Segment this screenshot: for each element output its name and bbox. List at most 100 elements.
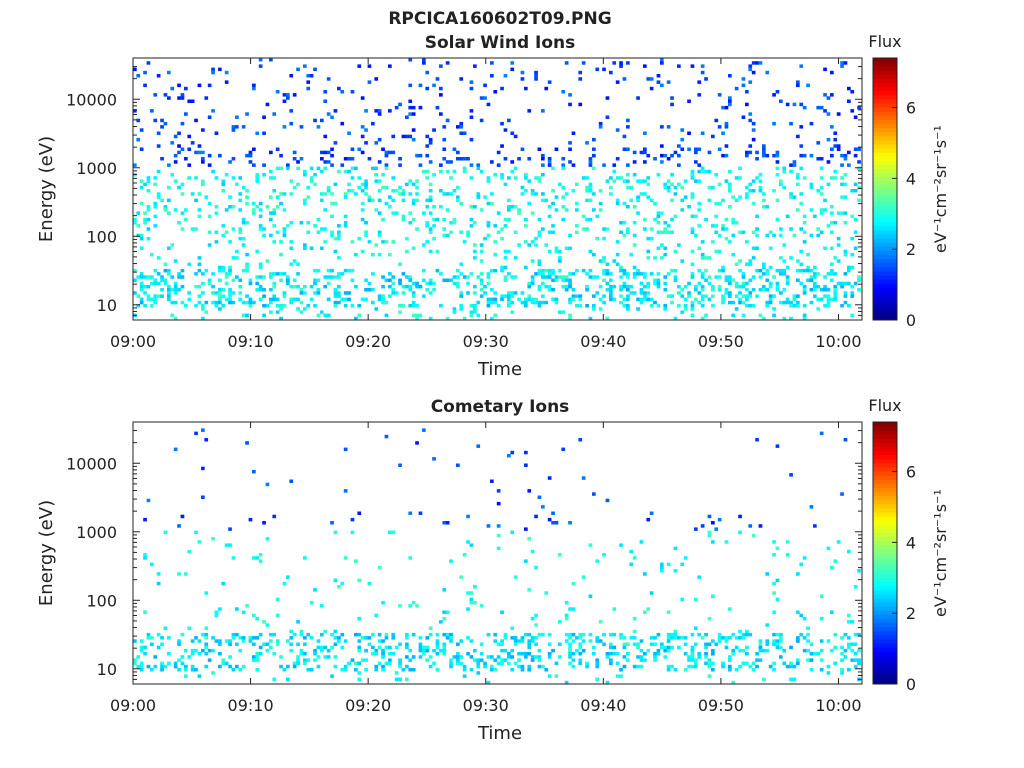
flux-cell bbox=[833, 169, 838, 174]
flux-cell bbox=[374, 664, 379, 669]
flux-cell bbox=[418, 153, 423, 158]
flux-cell bbox=[201, 157, 205, 161]
flux-cell bbox=[782, 648, 787, 653]
flux-cell bbox=[194, 272, 198, 276]
flux-cell bbox=[782, 185, 787, 190]
colorbar-step bbox=[873, 168, 897, 174]
flux-cell bbox=[612, 179, 617, 183]
flux-cell bbox=[530, 636, 535, 640]
flux-cell bbox=[741, 294, 746, 298]
flux-cell bbox=[615, 674, 620, 678]
flux-cell bbox=[173, 160, 178, 164]
flux-cell bbox=[323, 240, 328, 244]
flux-cell bbox=[156, 74, 161, 78]
flux-cell bbox=[197, 262, 202, 266]
flux-cell bbox=[663, 655, 668, 659]
flux-cell bbox=[537, 233, 542, 238]
flux-cell bbox=[741, 300, 746, 305]
flux-cell bbox=[530, 240, 535, 244]
flux-cell bbox=[626, 642, 630, 646]
flux-cell bbox=[476, 300, 481, 305]
flux-cell bbox=[595, 664, 600, 669]
flux-cell bbox=[731, 195, 736, 199]
flux-cell bbox=[816, 284, 821, 289]
flux-cell bbox=[343, 157, 348, 161]
flux-cell bbox=[432, 236, 436, 241]
flux-cell bbox=[201, 281, 205, 286]
colorbar-step bbox=[873, 303, 897, 309]
flux-cell bbox=[136, 655, 141, 659]
flux-cell bbox=[734, 645, 739, 650]
flux-cell bbox=[619, 176, 623, 180]
flux-cell bbox=[585, 185, 589, 190]
flux-cell bbox=[231, 300, 236, 305]
flux-cell bbox=[235, 256, 239, 260]
flux-cell bbox=[507, 297, 511, 302]
flux-cell bbox=[490, 192, 494, 196]
flux-cell bbox=[663, 230, 668, 234]
flux-cell bbox=[422, 58, 426, 62]
flux-cell bbox=[201, 272, 205, 276]
flux-cell bbox=[734, 307, 739, 311]
flux-cell bbox=[303, 636, 307, 640]
flux-cell bbox=[639, 281, 644, 286]
flux-cell bbox=[452, 217, 457, 222]
flux-cell bbox=[391, 291, 396, 295]
flux-cell bbox=[789, 163, 793, 167]
flux-cell bbox=[197, 540, 202, 544]
flux-cell bbox=[425, 281, 430, 286]
flux-cell bbox=[207, 214, 212, 219]
flux-cell bbox=[513, 661, 518, 666]
flux-cell bbox=[568, 661, 572, 666]
flux-cell bbox=[462, 166, 467, 171]
flux-cell bbox=[551, 521, 555, 525]
flux-cell bbox=[439, 169, 443, 174]
flux-cell bbox=[745, 281, 749, 286]
flux-cell bbox=[602, 553, 606, 557]
flux-cell bbox=[598, 620, 603, 624]
flux-cell bbox=[316, 664, 321, 669]
flux-cell bbox=[493, 300, 498, 305]
flux-cell bbox=[374, 179, 379, 183]
flux-cell bbox=[296, 160, 300, 164]
flux-cell bbox=[320, 118, 324, 123]
flux-cell bbox=[581, 227, 586, 231]
flux-cell bbox=[734, 86, 739, 91]
flux-cell bbox=[252, 642, 256, 646]
flux-cell bbox=[792, 102, 797, 107]
flux-cell bbox=[847, 99, 851, 103]
flux-cell bbox=[717, 517, 722, 522]
flux-cell bbox=[626, 658, 630, 662]
flux-cell bbox=[445, 192, 450, 196]
flux-cell bbox=[595, 677, 600, 682]
flux-cell bbox=[700, 166, 705, 171]
flux-cell bbox=[843, 173, 848, 177]
flux-cell bbox=[700, 524, 705, 528]
flux-cell bbox=[507, 300, 511, 305]
flux-cell bbox=[486, 655, 491, 659]
flux-cell bbox=[282, 227, 287, 231]
flux-cell bbox=[626, 304, 630, 308]
flux-cell bbox=[615, 652, 620, 656]
colorbar-step bbox=[873, 82, 897, 88]
flux-cell bbox=[435, 249, 440, 254]
flux-cell bbox=[173, 291, 178, 295]
flux-cell bbox=[544, 591, 549, 595]
flux-cell bbox=[248, 160, 253, 164]
flux-cell bbox=[357, 648, 362, 653]
flux-cell bbox=[486, 632, 491, 637]
flux-cell bbox=[833, 294, 838, 298]
flux-cell bbox=[238, 192, 243, 196]
flux-cell bbox=[401, 284, 406, 289]
flux-cell bbox=[751, 201, 756, 206]
flux-cell bbox=[568, 648, 572, 653]
flux-cell bbox=[840, 304, 844, 308]
flux-cell bbox=[779, 268, 783, 273]
flux-cell bbox=[588, 594, 593, 598]
flux-cell bbox=[337, 224, 341, 228]
flux-cell bbox=[534, 70, 538, 75]
flux-cell bbox=[643, 652, 647, 656]
flux-cell bbox=[571, 131, 576, 135]
flux-cell bbox=[507, 272, 511, 276]
